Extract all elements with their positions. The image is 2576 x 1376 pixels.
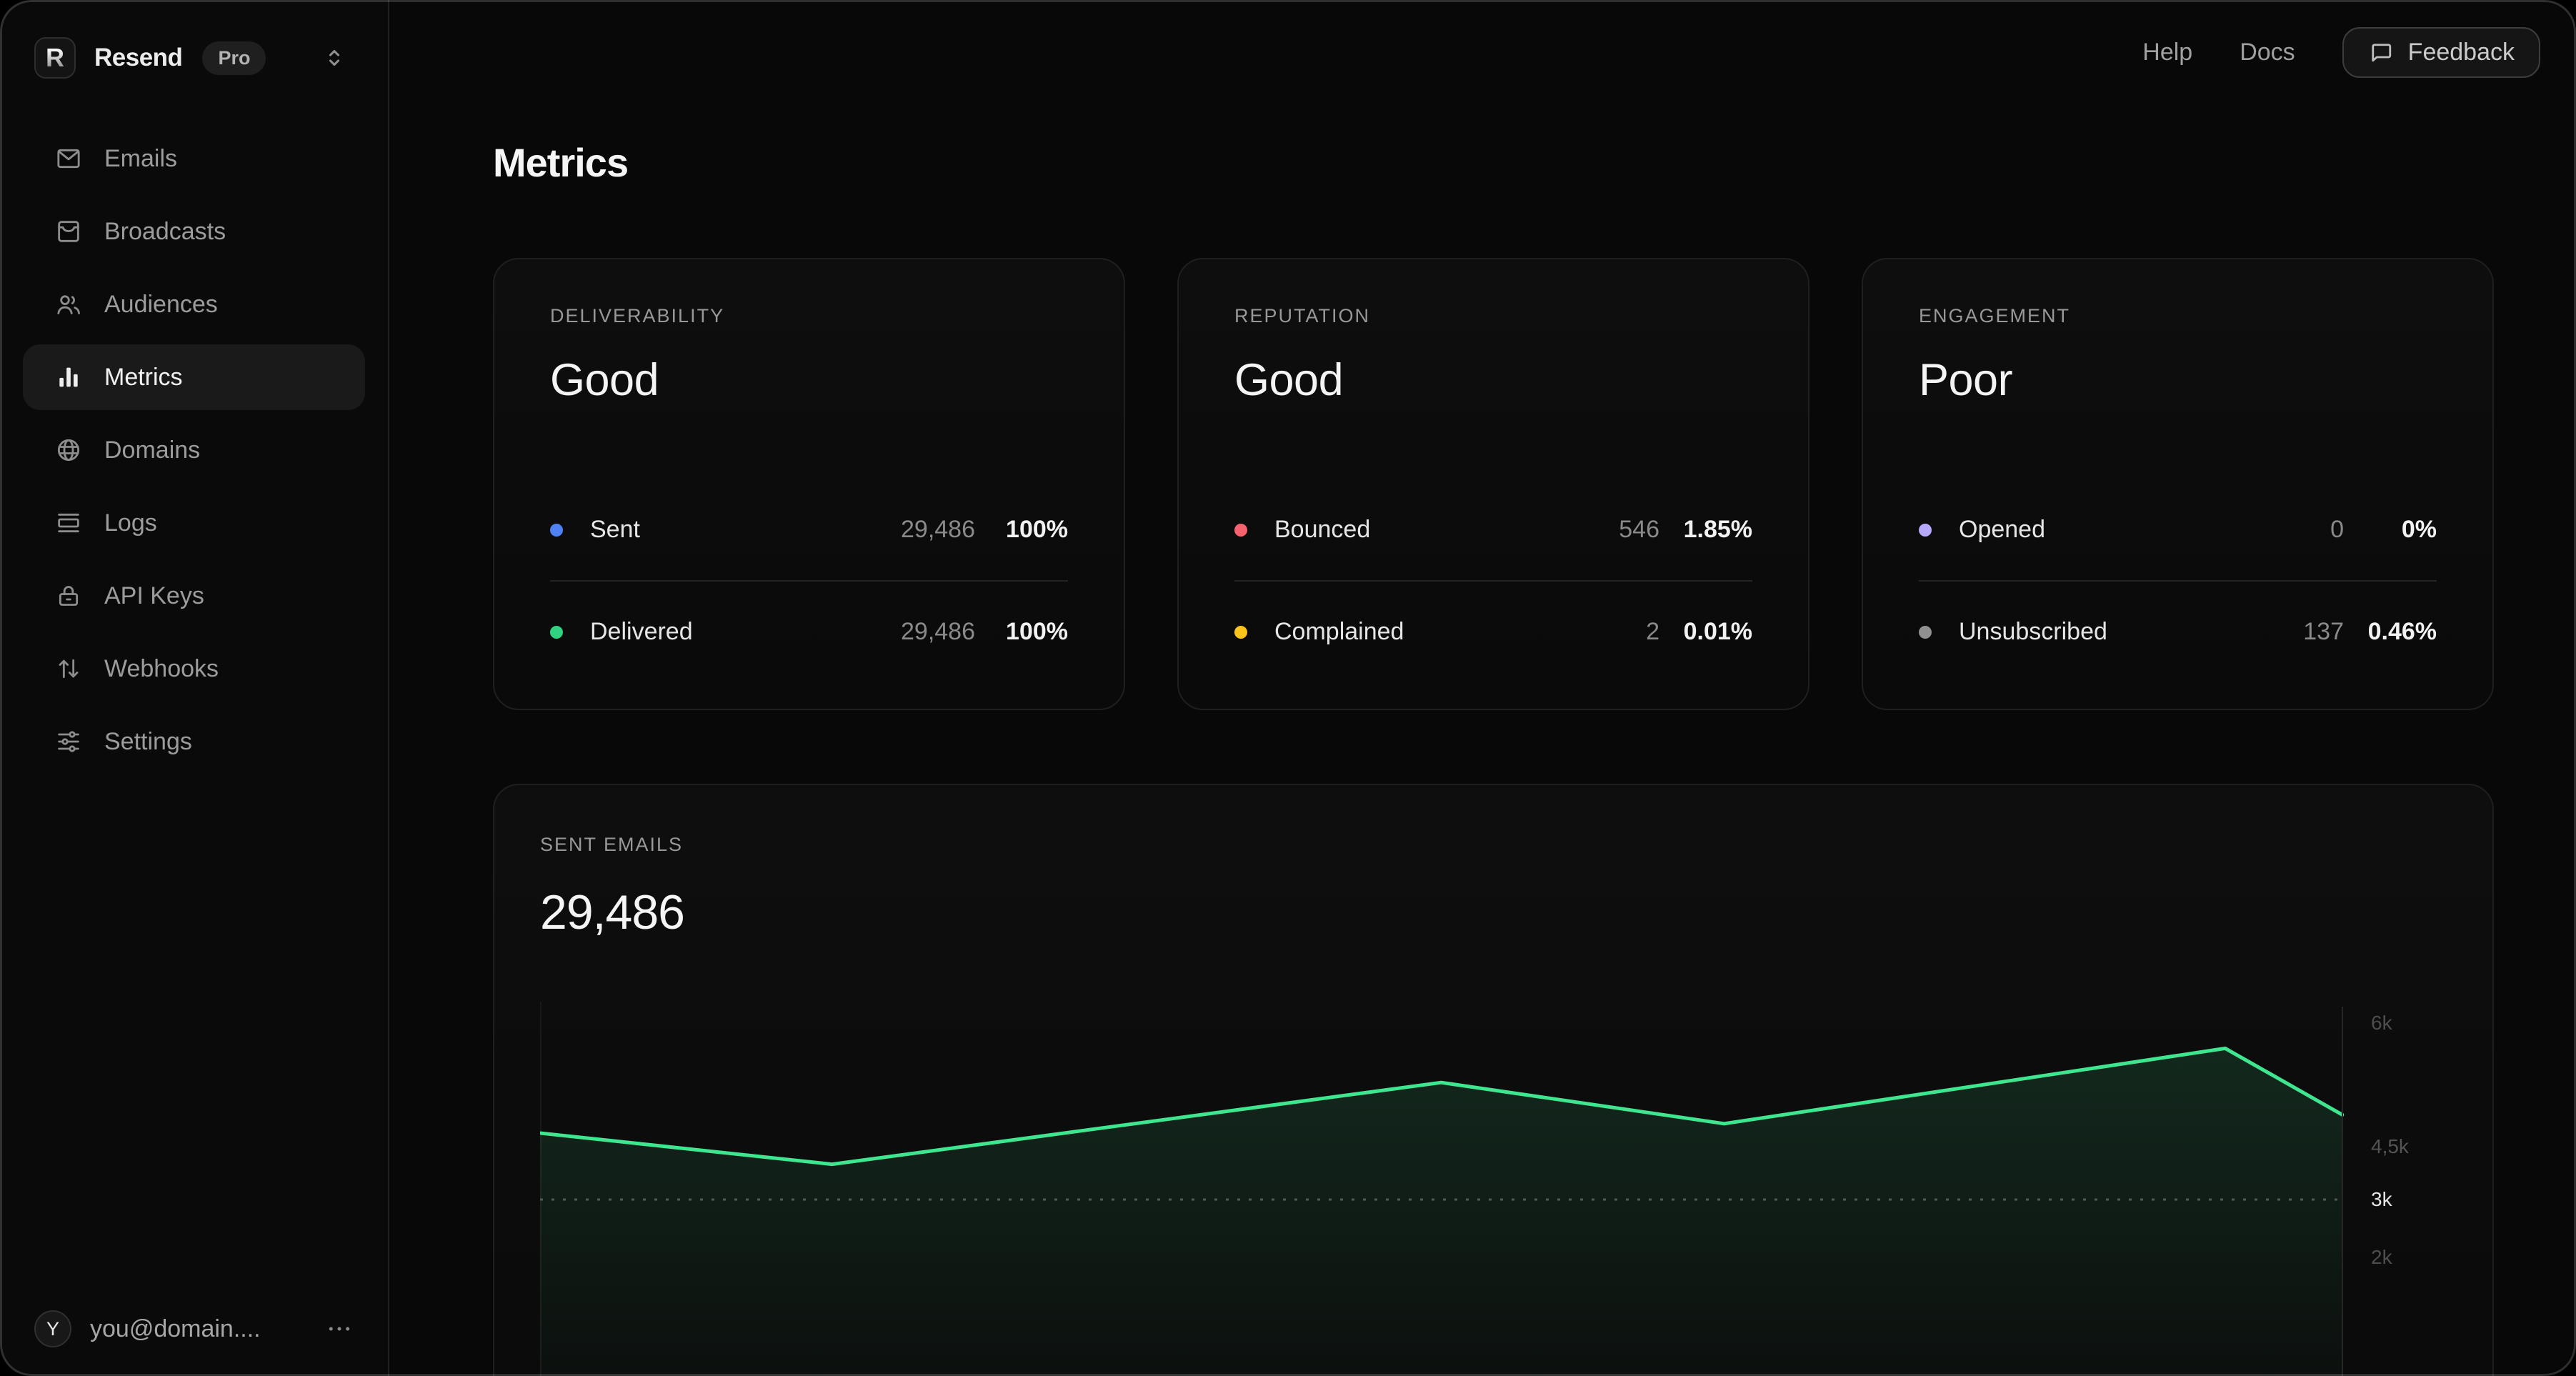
ytick-3k: 3k: [2371, 1188, 2392, 1210]
sidebar-item-webhooks[interactable]: Webhooks: [23, 636, 365, 702]
account-menu[interactable]: Y you@domain....: [0, 1309, 388, 1376]
ytick-4-5k: 4,5k: [2371, 1135, 2409, 1157]
logs-list-icon: [58, 513, 79, 533]
sidebar-item-metrics[interactable]: Metrics: [23, 344, 365, 410]
resend-logo: R: [34, 37, 76, 79]
delivered-dot: [550, 625, 563, 639]
ytick-2k: 2k: [2371, 1246, 2392, 1268]
page-title: Metrics: [493, 140, 629, 185]
sidebar-item-domains[interactable]: Domains: [23, 417, 365, 483]
sidebar-item-broadcasts[interactable]: Broadcasts: [23, 199, 365, 264]
opened-dot: [1919, 523, 1932, 537]
avatar: Y: [34, 1310, 71, 1347]
sent-emails-chart: [540, 994, 2344, 1376]
unsubscribed-dot: [1919, 625, 1932, 639]
sent-emails-label: SENT EMAILS: [540, 834, 684, 855]
sidebar-item-settings[interactable]: Settings: [23, 709, 365, 774]
workspace-name: Resend: [94, 44, 183, 71]
content: Metrics DELIVERABILITY Good Sent 29,486 …: [389, 0, 2576, 1376]
main-area: Help Docs Feedback Metrics DELIVERABILIT…: [389, 0, 2576, 1376]
resend-logo-letter: R: [46, 43, 64, 72]
sidebar-nav: Emails Broadcasts Audiences Metrics Doma…: [0, 126, 388, 782]
bar-chart-icon: [59, 367, 78, 387]
sidebar-item-api-keys[interactable]: API Keys: [23, 563, 365, 629]
sidebar: R Resend Pro Emails Broadcasts Audiences: [0, 0, 389, 1376]
users-icon: [57, 295, 80, 314]
sliders-icon: [58, 731, 79, 752]
summary-cards: DELIVERABILITY Good Sent 29,486 100% Del…: [493, 258, 2494, 710]
stat-row-sent: Sent 29,486 100%: [550, 479, 1068, 580]
workspace-selector[interactable]: R Resend Pro: [0, 0, 388, 79]
engagement-card: ENGAGEMENT Poor Opened 0 0% Unsubscribed: [1862, 258, 2494, 710]
globe-icon: [57, 439, 80, 462]
lock-icon: [59, 586, 79, 606]
stat-row-opened: Opened 0 0%: [1919, 479, 2437, 580]
help-link[interactable]: Help: [2142, 39, 2193, 66]
unfold-chevrons-icon[interactable]: [321, 44, 348, 71]
complained-dot: [1234, 625, 1247, 639]
docs-link[interactable]: Docs: [2240, 39, 2295, 66]
sent-line: [540, 1046, 2344, 1167]
sent-emails-card: SENT EMAILS 29,486: [493, 784, 2494, 1376]
area-fill: [540, 1048, 2342, 1376]
card-status: Poor: [1919, 355, 2013, 405]
stat-row-delivered: Delivered 29,486 100%: [550, 582, 1068, 682]
sidebar-item-emails[interactable]: Emails: [23, 126, 365, 191]
card-category: DELIVERABILITY: [550, 305, 725, 326]
stat-row-bounced: Bounced 546 1.85%: [1234, 479, 1752, 580]
sidebar-item-audiences[interactable]: Audiences: [23, 271, 365, 337]
card-status: Good: [1234, 355, 1344, 405]
ytick-6k: 6k: [2371, 1012, 2392, 1034]
y-axis-labels: 6k 4,5k 3k 2k: [2371, 785, 2492, 1376]
user-email: you@domain....: [90, 1315, 261, 1342]
deliverability-card: DELIVERABILITY Good Sent 29,486 100% Del…: [493, 258, 1125, 710]
sent-emails-total: 29,486: [540, 885, 685, 939]
card-status: Good: [550, 355, 659, 405]
envelope-icon: [57, 149, 80, 169]
sent-dot: [550, 523, 563, 537]
speech-bubble-icon: [2371, 43, 2391, 61]
card-category: REPUTATION: [1234, 305, 1371, 326]
sidebar-item-logs[interactable]: Logs: [23, 490, 365, 556]
more-options-icon[interactable]: [319, 1309, 359, 1349]
arrows-up-down-icon: [59, 659, 79, 679]
bounced-dot: [1234, 523, 1247, 537]
stat-row-complained: Complained 2 0.01%: [1234, 582, 1752, 682]
broadcast-tray-icon: [58, 221, 79, 242]
top-actions: Help Docs Feedback: [2142, 27, 2540, 78]
feedback-button[interactable]: Feedback: [2342, 27, 2540, 78]
stat-row-unsubscribed: Unsubscribed 137 0.46%: [1919, 582, 2437, 682]
reputation-card: REPUTATION Good Bounced 546 1.85% Compla…: [1177, 258, 1809, 710]
plan-badge: Pro: [202, 41, 266, 75]
card-category: ENGAGEMENT: [1919, 305, 2071, 326]
